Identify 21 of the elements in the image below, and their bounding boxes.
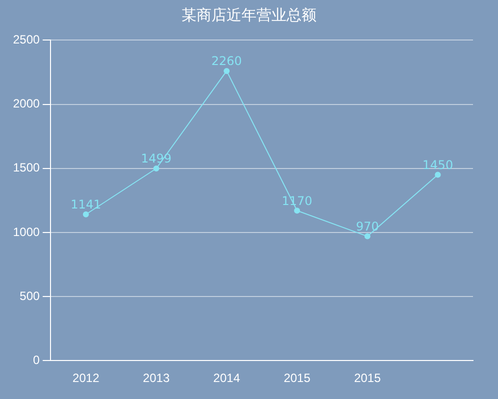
point — [434, 172, 441, 178]
x-tick-label: 2014 — [213, 371, 240, 386]
data-label: 2260 — [211, 54, 242, 68]
chart-title: 某商店近年营业总额 — [180, 6, 318, 25]
x-tick-label: 2015 — [354, 371, 382, 386]
point — [153, 165, 160, 172]
x-tick-label: 2012 — [72, 371, 100, 386]
x-tick-label: 2015 — [284, 371, 311, 386]
y-tick-label: 0 — [33, 352, 40, 367]
x-tick-label: 2013 — [142, 371, 170, 386]
data-label: 970 — [356, 219, 379, 234]
y-tick-label: 2000 — [12, 96, 40, 111]
point — [294, 208, 300, 214]
y-tick-label: 500 — [20, 288, 40, 303]
y-tick-label: 2500 — [12, 32, 40, 47]
point — [82, 211, 89, 218]
y-tick-label: 1500 — [12, 160, 40, 175]
point — [224, 68, 230, 74]
point — [364, 233, 370, 240]
data-label: 1141 — [70, 197, 102, 212]
y-tick-label: 1000 — [12, 224, 40, 239]
